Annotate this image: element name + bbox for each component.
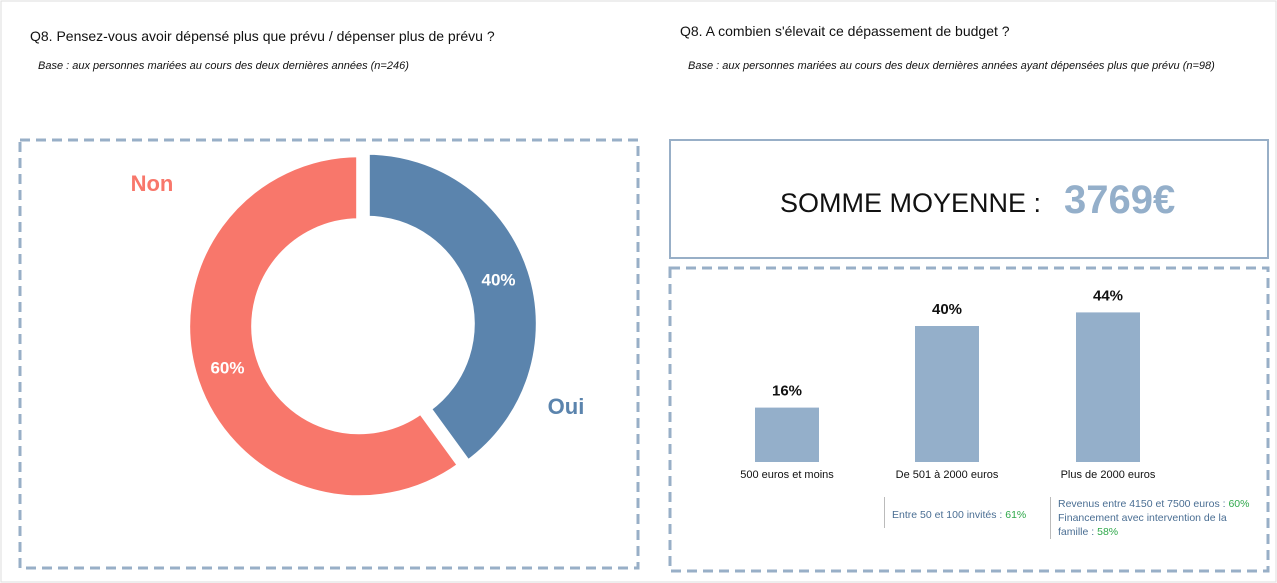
summary-value: 3769€ [1064,178,1176,222]
annotation-text: Financement avec intervention de la fami… [1058,512,1227,538]
annotation: Revenus entre 4150 et 7500 euros : 60% Fi… [1050,497,1258,539]
data-label: 60% [210,359,244,378]
annotation-item: Revenus entre 4150 et 7500 euros : 60% [1058,497,1258,511]
chart-title: Q8. A combien s'élevait ce dépassement d… [680,23,1010,39]
annotation-text: Entre 50 et 100 invités : [892,509,1003,521]
bar [915,326,979,462]
annotation-value: 61% [1005,509,1027,521]
annotation: Entre 50 et 100 invités : 61% [884,497,1042,528]
pie-box [18,138,640,570]
x-tick-label: Plus de 2000 euros [1061,469,1156,481]
annotation-value: 60% [1228,498,1250,510]
category-label: Oui [548,394,585,419]
bar [1076,312,1140,462]
data-label: 40% [932,301,962,318]
summary-box [669,139,1269,259]
annotation-value: 58% [1097,526,1119,538]
x-tick-label: 500 euros et moins [740,469,834,481]
annotation-text: Revenus entre 4150 et 7500 euros : [1058,498,1226,510]
data-label: 40% [482,270,516,289]
chart-subtitle: Base : aux personnes mariées au cours de… [38,60,409,72]
annotation-item: Entre 50 et 100 invités : 61% [892,508,1042,522]
donut-slice [184,151,465,502]
chart-subtitle: Base : aux personnes mariées au cours de… [688,60,1215,72]
donut-slice [363,148,542,468]
chart-title: Q8. Pensez-vous avoir dépensé plus que p… [30,28,495,44]
summary-label: SOMME MOYENNE : [780,188,1042,218]
bar-box [668,266,1270,573]
annotation-item: Financement avec intervention de la fami… [1058,511,1258,539]
data-label: 44% [1093,287,1123,304]
bar [755,407,819,462]
data-label: 16% [772,383,802,400]
category-label: Non [131,171,174,196]
x-tick-label: De 501 à 2000 euros [896,469,999,481]
